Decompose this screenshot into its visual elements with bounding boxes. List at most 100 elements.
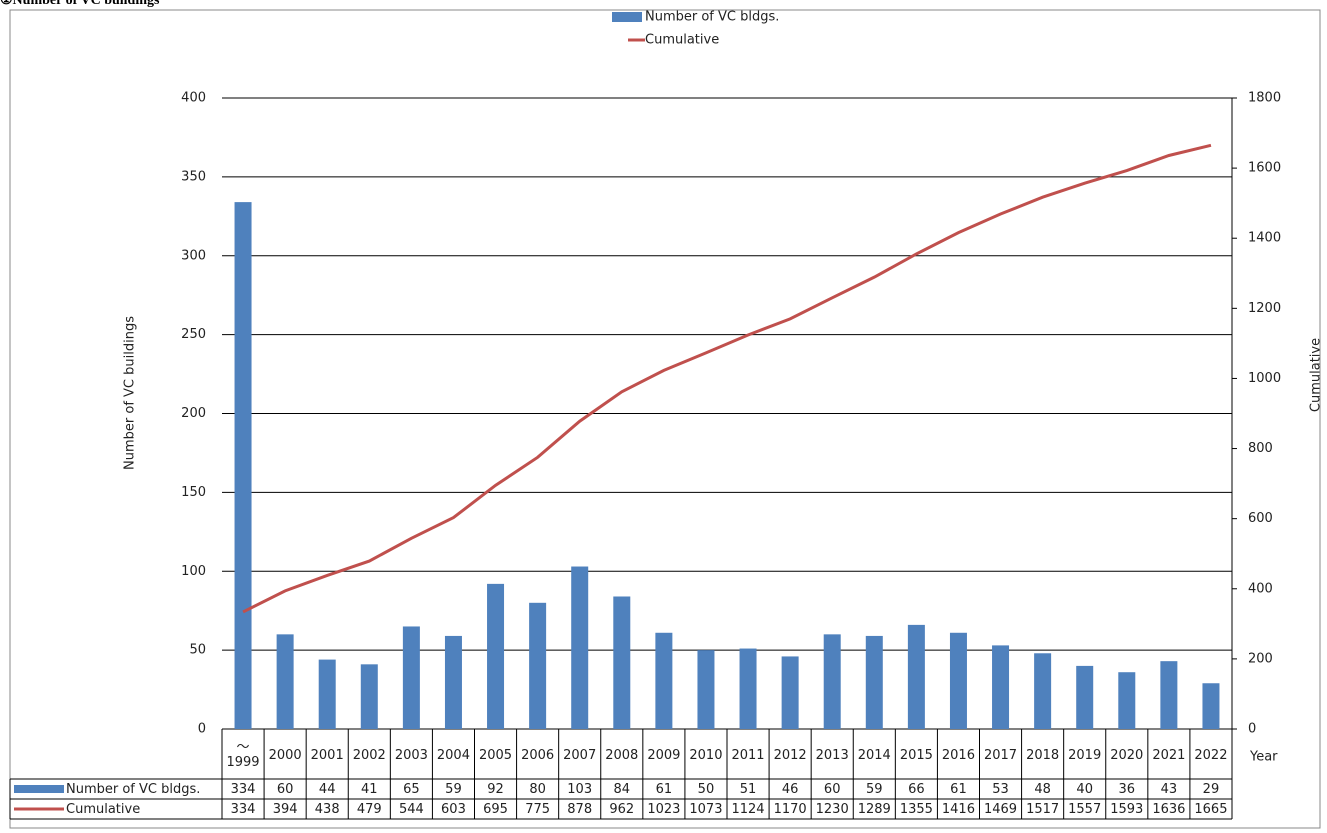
table-cell: 1557 bbox=[1068, 801, 1102, 817]
table-cell: 603 bbox=[441, 801, 466, 817]
table-cell: 1636 bbox=[1152, 801, 1186, 817]
table-cell: 1289 bbox=[857, 801, 891, 817]
table-cell: 61 bbox=[950, 781, 967, 797]
table-cell: 65 bbox=[403, 781, 420, 797]
x-tick-label: 2018 bbox=[1026, 747, 1060, 763]
table-cell: 48 bbox=[1034, 781, 1051, 797]
table-row-label: Number of VC bldgs. bbox=[66, 781, 201, 797]
table-cell: 44 bbox=[318, 781, 336, 797]
y2-tick-label: 1600 bbox=[1248, 161, 1281, 176]
table-cell: 1416 bbox=[941, 801, 975, 817]
table-cell: 29 bbox=[1202, 781, 1220, 797]
table-cell: 334 bbox=[230, 801, 256, 817]
table-cell: 544 bbox=[398, 801, 424, 817]
bar bbox=[1118, 672, 1136, 729]
bar bbox=[571, 566, 589, 729]
table-cell: 1517 bbox=[1026, 801, 1060, 817]
table-cell: 1593 bbox=[1110, 801, 1144, 817]
y-tick-label: 100 bbox=[181, 564, 206, 579]
table-cell: 92 bbox=[487, 781, 504, 797]
table-cell: 1665 bbox=[1194, 801, 1228, 817]
table-cell: 84 bbox=[613, 781, 631, 797]
y2-tick-label: 800 bbox=[1248, 441, 1273, 456]
y-tick-label: 200 bbox=[181, 406, 206, 421]
x-tick-label: 2012 bbox=[773, 747, 807, 763]
x-tick-label: 2010 bbox=[689, 747, 723, 763]
table-cell: 60 bbox=[276, 781, 294, 797]
table-cell: 36 bbox=[1118, 781, 1136, 797]
table-cell: 1355 bbox=[899, 801, 933, 817]
y2-tick-label: 1000 bbox=[1248, 371, 1281, 386]
x-tick-label: ～ 1999 bbox=[226, 740, 260, 770]
x-tick-label: 2021 bbox=[1152, 747, 1186, 763]
x-tick-label: 2020 bbox=[1110, 747, 1144, 763]
y-tick-label: 350 bbox=[181, 169, 206, 184]
table-cell: 1469 bbox=[983, 801, 1018, 817]
x-tick-label: 2005 bbox=[478, 747, 513, 763]
y2-tick-label: 1400 bbox=[1248, 231, 1281, 246]
x-tick-label: 2019 bbox=[1068, 747, 1102, 763]
y2-tick-label: 1800 bbox=[1248, 91, 1281, 106]
bar bbox=[444, 635, 462, 729]
table-row-label: Cumulative bbox=[66, 801, 141, 817]
bar bbox=[1076, 665, 1094, 729]
bar bbox=[529, 602, 547, 729]
bar bbox=[907, 624, 925, 729]
table-cell: 80 bbox=[529, 781, 546, 797]
table-cell: 53 bbox=[992, 781, 1009, 797]
x-tick-label: 2011 bbox=[731, 747, 765, 763]
x-tick-label: 2007 bbox=[563, 747, 597, 763]
table-cell: 51 bbox=[739, 781, 757, 797]
table-cell: 438 bbox=[314, 801, 340, 817]
table-cell: 1023 bbox=[647, 801, 681, 817]
x-tick-label: 2002 bbox=[352, 747, 386, 763]
table-cell: 61 bbox=[655, 781, 673, 797]
table-cell: 50 bbox=[697, 781, 715, 797]
legend-label: Cumulative bbox=[645, 33, 719, 48]
x-tick-label: 2014 bbox=[857, 747, 891, 763]
table-cell: 60 bbox=[823, 781, 841, 797]
bar bbox=[1034, 653, 1052, 729]
table-cell: 43 bbox=[1160, 781, 1178, 797]
bar bbox=[234, 202, 252, 730]
x-tick-label: 2004 bbox=[436, 747, 470, 763]
y2-tick-label: 1200 bbox=[1248, 301, 1281, 316]
table-cell: 46 bbox=[781, 781, 799, 797]
table-cell: 479 bbox=[356, 801, 382, 817]
legend-label: Number of VC bldgs. bbox=[645, 10, 779, 25]
x-tick-label: 2016 bbox=[941, 747, 975, 763]
table-cell: 878 bbox=[567, 801, 593, 817]
y2-tick-label: 600 bbox=[1248, 511, 1273, 526]
table-swatch bbox=[14, 785, 64, 793]
bar bbox=[992, 645, 1010, 729]
bar bbox=[823, 634, 841, 729]
y2-tick-label: 400 bbox=[1248, 581, 1273, 596]
y-tick-label: 0 bbox=[198, 722, 206, 737]
y2-tick-label: 200 bbox=[1248, 651, 1273, 666]
bar bbox=[360, 664, 378, 729]
table-cell: 394 bbox=[272, 801, 298, 817]
y-tick-label: 250 bbox=[181, 327, 206, 342]
x-tick-label: 2000 bbox=[268, 747, 302, 763]
table-cell: 103 bbox=[567, 781, 593, 797]
bar bbox=[613, 596, 631, 729]
chart-border bbox=[9, 9, 1321, 829]
x-tick-label: 2022 bbox=[1194, 747, 1228, 763]
table-cell: 59 bbox=[866, 781, 883, 797]
table-cell: 1073 bbox=[689, 801, 723, 817]
y-tick-label: 150 bbox=[181, 485, 206, 500]
bar bbox=[318, 659, 336, 729]
bar bbox=[697, 650, 715, 729]
table-cell: 59 bbox=[445, 781, 462, 797]
bar bbox=[1202, 683, 1220, 729]
y-tick-label: 300 bbox=[181, 248, 206, 263]
x-tick-label: 2009 bbox=[647, 747, 681, 763]
table-cell: 66 bbox=[908, 781, 925, 797]
bar bbox=[276, 634, 294, 729]
x-tick-label: 2008 bbox=[605, 747, 639, 763]
bar bbox=[1160, 661, 1178, 729]
x-axis-label: Year bbox=[1249, 750, 1278, 765]
x-tick-label: 2015 bbox=[899, 747, 933, 763]
